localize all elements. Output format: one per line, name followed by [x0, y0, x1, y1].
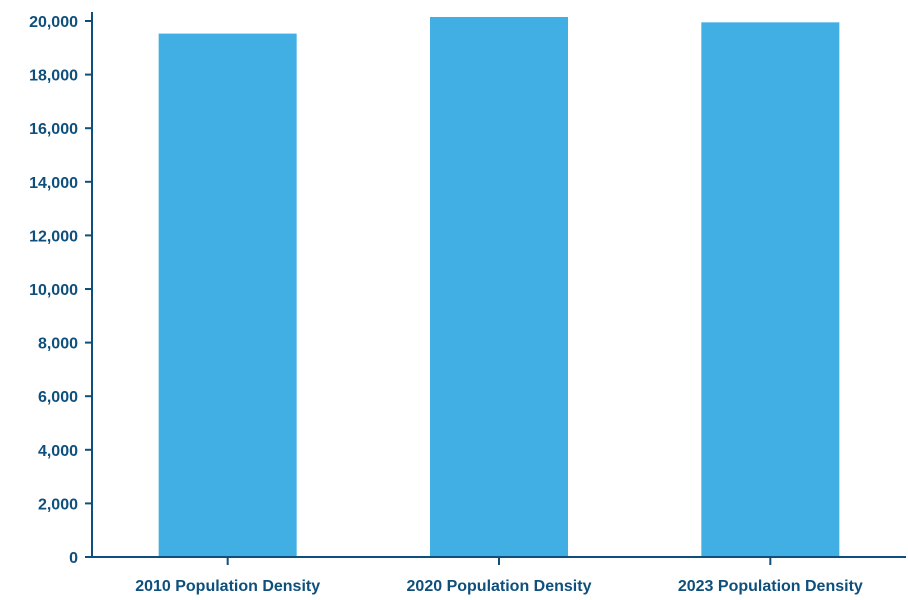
y-tick-label: 8,000 — [38, 336, 78, 353]
y-axis: 0 2,000 4,000 6,000 8,000 10,000 12,000 14,000 1… — [29, 12, 93, 567]
y-tick-label: 12,000 — [29, 228, 78, 245]
x-tick-label: 2010 Population Density — [135, 578, 320, 595]
y-tick-label: 6,000 — [38, 389, 78, 406]
y-tick-label: 16,000 — [29, 121, 78, 138]
y-tick-label: 0 — [69, 550, 78, 567]
bar — [701, 22, 840, 557]
y-tick-label: 4,000 — [38, 443, 78, 460]
y-tick-label: 14,000 — [29, 175, 78, 192]
x-axis: 2010 Population Density 2020 Population D… — [92, 556, 906, 595]
y-tick-label: 10,000 — [29, 282, 78, 299]
x-tick-label: 2023 Population Density — [678, 578, 863, 595]
y-tick-label: 20,000 — [29, 14, 78, 31]
x-tick-label: 2020 Population Density — [407, 578, 592, 595]
y-tick-label: 2,000 — [38, 496, 78, 513]
bars-group — [158, 16, 840, 558]
bar — [430, 16, 568, 558]
bar — [158, 33, 297, 557]
y-tick-label: 18,000 — [29, 68, 78, 85]
